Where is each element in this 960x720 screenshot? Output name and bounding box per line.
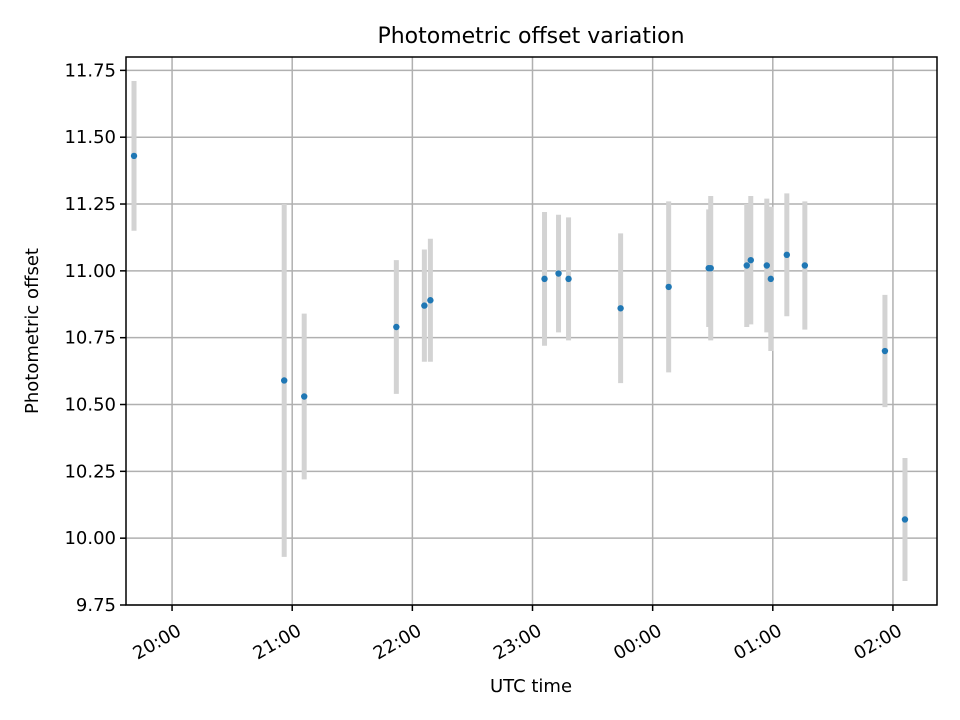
y-tick-label: 10.50 (64, 395, 116, 416)
data-point (393, 323, 400, 331)
data-point (747, 256, 754, 264)
data-point (541, 275, 548, 283)
y-axis-ticks: 9.75 10.00 10.25 10.50 10.75 11.00 11.25 11.50 1… (64, 60, 126, 616)
chart-title: Photometric offset variation (377, 24, 684, 49)
data-points (130, 152, 909, 523)
data-point (617, 305, 624, 312)
y-tick-label: 10.75 (64, 328, 116, 349)
y-tick-label: 11.50 (64, 127, 116, 148)
data-point (743, 262, 750, 269)
y-tick-label: 10.25 (64, 461, 116, 482)
data-point (301, 393, 308, 400)
y-tick-label: 10.00 (64, 528, 116, 549)
data-point (801, 262, 809, 269)
y-tick-label: 11.00 (64, 261, 116, 282)
y-tick-label: 9.75 (76, 595, 116, 616)
plot-frame (125, 56, 938, 606)
x-axis-label: UTC time (490, 676, 572, 697)
data-point (421, 302, 428, 309)
y-tick-label: 11.25 (64, 194, 116, 215)
data-point (763, 262, 770, 269)
data-point (280, 377, 288, 384)
data-point (901, 516, 909, 523)
data-point (565, 275, 572, 283)
data-point (783, 251, 791, 259)
data-point (767, 275, 774, 283)
data-point (130, 152, 138, 160)
data-point (555, 270, 562, 277)
data-point (707, 264, 714, 272)
data-point (665, 283, 672, 291)
data-point (427, 297, 434, 304)
data-point (881, 347, 889, 355)
grid (126, 57, 937, 606)
y-tick-label: 11.75 (64, 60, 116, 81)
y-axis-label: Photometric offset (22, 248, 43, 414)
